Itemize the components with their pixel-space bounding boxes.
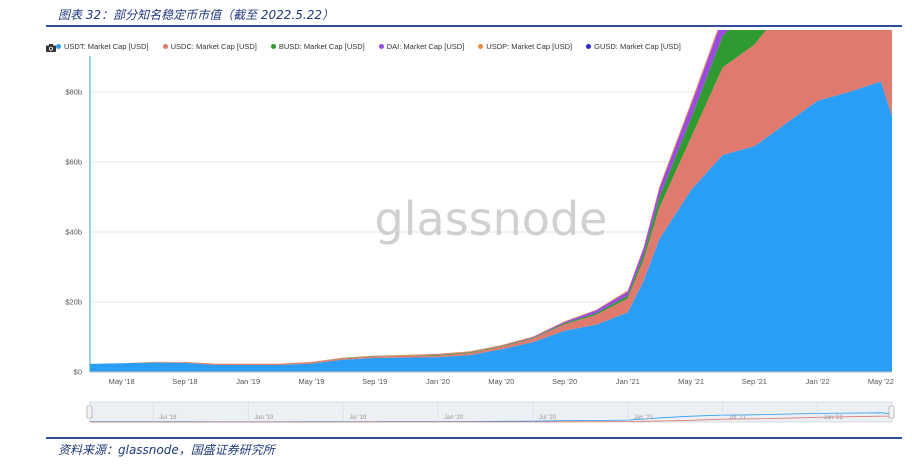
camera-icon[interactable] <box>46 44 56 52</box>
stablecoin-area-chart: $0 $20b $40b $60b $80b glassnode May '18 Sep '1… <box>65 30 895 423</box>
legend-label-usdt: USDT: Market Cap [USD] <box>64 42 149 51</box>
legend-label-busd: BUSD: Market Cap [USD] <box>278 42 365 51</box>
legend-label-gusd: GUSD: Market Cap [USD] <box>594 42 681 51</box>
legend-dot-usdp <box>478 44 484 49</box>
watermark: glassnode <box>375 192 608 246</box>
legend-item-usdp[interactable]: USDP: Market Cap [USD] <box>478 42 572 51</box>
figure-source: 资料来源：glassnode，国盛证券研究所 <box>58 443 275 457</box>
y-tick-label-1: $20b <box>65 298 82 307</box>
x-tick-label-2: Jan '19 <box>236 377 260 386</box>
y-tick-label-2: $40b <box>65 228 82 237</box>
navigator-label-0: Jul '18 <box>159 415 177 421</box>
legend-dot-usdc <box>162 44 168 49</box>
x-tick-label-10: Sep '21 <box>742 377 767 386</box>
navigator-label-2: Jul '19 <box>349 415 367 421</box>
legend-label-usdp: USDP: Market Cap [USD] <box>486 42 573 51</box>
x-tick-label-11: Jan '22 <box>806 377 830 386</box>
legend-item-usdc[interactable]: USDC: Market Cap [USD] <box>162 42 257 51</box>
x-tick-label-4: Sep '19 <box>362 377 387 386</box>
y-tick-label-4: $80b <box>65 88 82 97</box>
x-tick-label-12: May '22 <box>868 377 894 386</box>
x-tick-label-7: Sep '20 <box>552 377 577 386</box>
legend-dot-dai <box>378 44 384 49</box>
legend-label-usdc: USDC: Market Cap [USD] <box>170 42 257 51</box>
x-tick-label-6: May '20 <box>488 377 514 386</box>
legend-item-usdt[interactable]: USDT: Market Cap [USD] <box>56 42 149 51</box>
x-tick-label-5: Jan '20 <box>426 377 450 386</box>
navigator-handle-left[interactable] <box>86 405 93 419</box>
navigator-handle-right[interactable] <box>888 405 895 419</box>
legend-dot-gusd <box>586 44 592 49</box>
legend: USDT: Market Cap [USD] USDC: Market Cap [… <box>56 42 681 51</box>
navigator-label-7: Jan '22 <box>824 415 844 421</box>
navigator-label-3: Jan '20 <box>444 415 464 421</box>
area-usdt <box>90 81 892 372</box>
figure-title: 图表 32：部分知名稳定币市值（截至 2022.5.22） <box>58 8 334 22</box>
chart-container: USDT: Market Cap [USD] USDC: Market Cap [… <box>46 30 902 432</box>
legend-item-gusd[interactable]: GUSD: Market Cap [USD] <box>586 42 681 51</box>
x-tick-label-3: May '19 <box>298 377 324 386</box>
legend-label-dai: DAI: Market Cap [USD] <box>386 42 465 51</box>
navigator-label-1: Jan '19 <box>254 415 274 421</box>
legend-item-dai[interactable]: DAI: Market Cap [USD] <box>378 42 465 51</box>
y-tick-label-0: $0 <box>74 368 82 377</box>
x-tick-label-0: May '18 <box>109 377 135 386</box>
legend-dot-usdt <box>56 44 61 49</box>
navigator-label-5: Jan '21 <box>634 415 654 421</box>
legend-dot-busd <box>270 44 276 49</box>
area-usdc <box>90 30 892 365</box>
navigator-label-4: Jul '20 <box>539 415 557 421</box>
x-tick-label-8: Jan '21 <box>616 377 640 386</box>
navigator-line-usdc <box>90 415 893 423</box>
top-rule <box>46 25 902 27</box>
y-tick-label-3: $60b <box>65 158 82 167</box>
x-tick-label-9: May '21 <box>678 377 704 386</box>
legend-item-busd[interactable]: BUSD: Market Cap [USD] <box>270 42 365 51</box>
navigator-label-6: Jul '21 <box>729 415 747 421</box>
bottom-rule <box>46 437 902 439</box>
x-tick-label-1: Sep '18 <box>172 377 197 386</box>
navigator-track <box>89 401 893 423</box>
